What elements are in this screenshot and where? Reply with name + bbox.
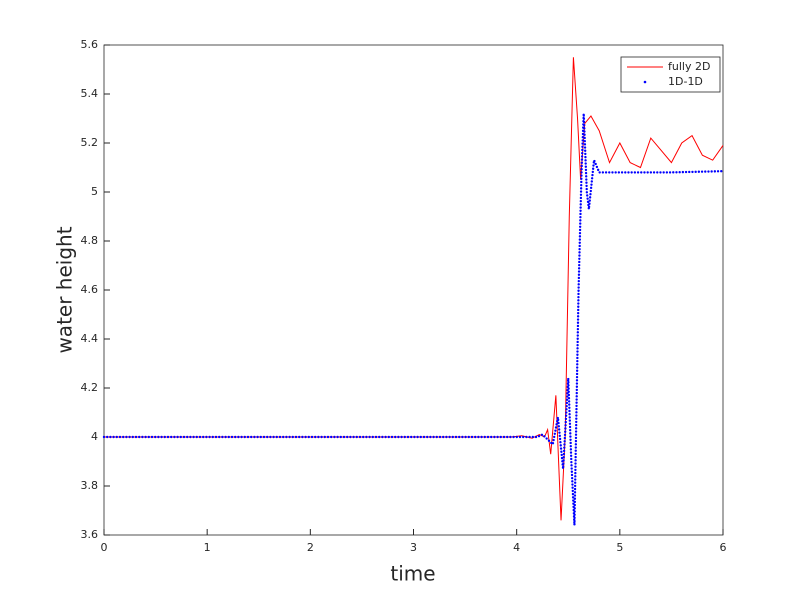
plot-area xyxy=(103,44,724,536)
legend-label: 1D-1D xyxy=(668,75,703,88)
x-tick-label: 3 xyxy=(410,541,417,554)
legend-swatch xyxy=(643,80,647,84)
legend-label: fully 2D xyxy=(668,60,710,73)
legend-box xyxy=(620,56,721,93)
x-tick-label: 2 xyxy=(307,541,314,554)
x-tick-label: 5 xyxy=(616,541,623,554)
series-line xyxy=(104,57,724,521)
y-tick-label: 4.2 xyxy=(81,381,99,394)
y-tick-label: 4.8 xyxy=(81,234,99,247)
y-tick-label: 4.4 xyxy=(81,332,99,345)
y-tick-label: 4 xyxy=(91,430,98,443)
y-tick-label: 5.4 xyxy=(81,87,99,100)
y-tick-label: 4.6 xyxy=(81,283,99,296)
x-tick-label: 4 xyxy=(513,541,520,554)
y-axis-label: water height xyxy=(53,226,77,353)
x-tick-label: 6 xyxy=(720,541,727,554)
y-tick-label: 3.8 xyxy=(81,479,99,492)
y-tick-label: 5.6 xyxy=(81,38,99,51)
y-tick-label: 3.6 xyxy=(81,528,99,541)
x-tick-label: 0 xyxy=(101,541,108,554)
x-axis-label: time xyxy=(390,562,435,586)
y-tick-label: 5.2 xyxy=(81,136,99,149)
y-tick-label: 5 xyxy=(91,185,98,198)
x-tick-label: 1 xyxy=(204,541,211,554)
series-line xyxy=(102,113,725,526)
